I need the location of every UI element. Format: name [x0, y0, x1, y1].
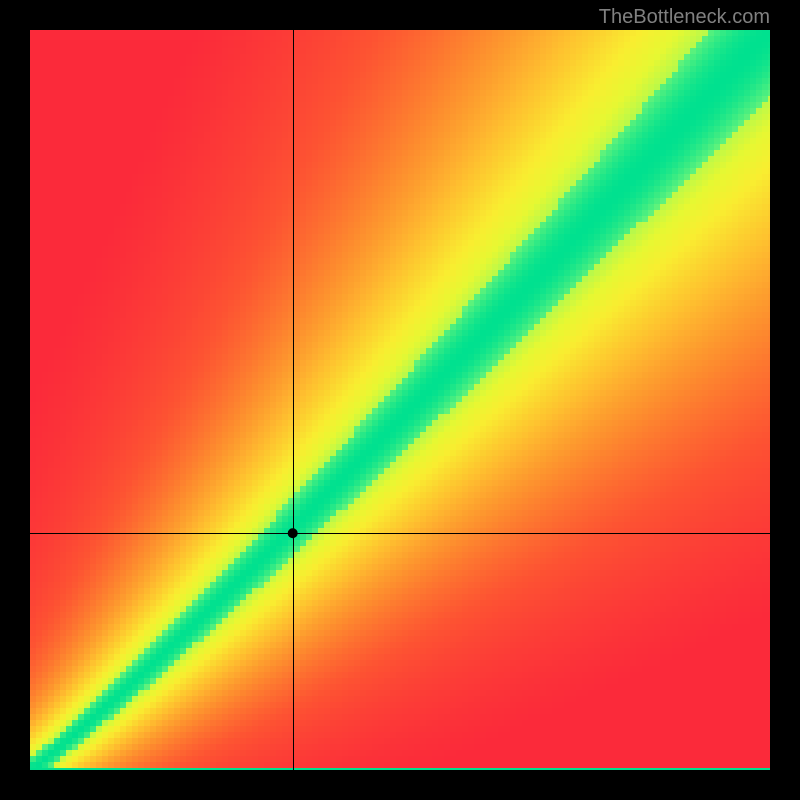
bottleneck-heatmap-chart — [30, 30, 770, 770]
watermark-text: TheBottleneck.com — [599, 6, 770, 29]
heatmap-canvas — [30, 30, 770, 770]
